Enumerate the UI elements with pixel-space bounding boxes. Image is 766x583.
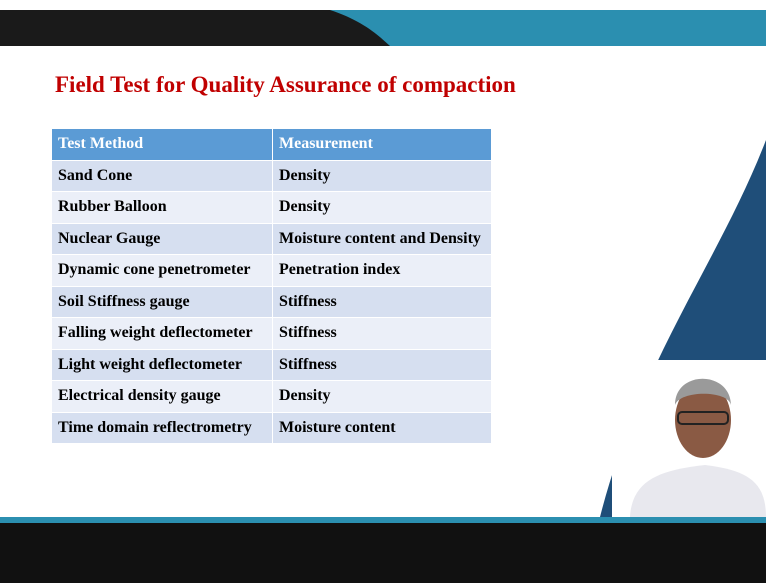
table-row: Falling weight deflectometer Stiffness xyxy=(51,317,492,350)
table-cell: Density xyxy=(272,159,492,192)
table-cell: Stiffness xyxy=(272,348,492,381)
table-row: Nuclear Gauge Moisture content and Densit… xyxy=(51,222,492,255)
table-row: Light weight deflectometer Stiffness xyxy=(51,348,492,381)
table-head: Test Method Measurement xyxy=(51,128,492,161)
table-row: Time domain reflectrometry Moisture conte… xyxy=(51,411,492,444)
table-cell: Electrical density gauge xyxy=(51,380,273,413)
table-cell: Moisture content and Density xyxy=(272,222,492,255)
table-cell: Sand Cone xyxy=(51,159,273,192)
table-row: Electrical density gauge Density xyxy=(51,380,492,413)
table-cell: Penetration index xyxy=(272,254,492,287)
table-cell: Stiffness xyxy=(272,317,492,350)
table-cell: Time domain reflectrometry xyxy=(51,411,273,444)
table-cell: Rubber Balloon xyxy=(51,191,273,224)
test-table: Test Method Measurement Sand Cone Density R… xyxy=(51,128,492,444)
table-cell: Dynamic cone penetrometer xyxy=(51,254,273,287)
table-body: Sand Cone Density Rubber Balloon Density Nuc… xyxy=(51,159,492,444)
table-cell: Density xyxy=(272,191,492,224)
table-cell: Soil Stiffness gauge xyxy=(51,285,273,318)
table-cell: Moisture content xyxy=(272,411,492,444)
bottom-line xyxy=(0,517,766,523)
presenter-hair xyxy=(675,378,731,405)
table-cell: Falling weight deflectometer xyxy=(51,317,273,350)
table-row: Sand Cone Density xyxy=(51,159,492,192)
table-cell: Density xyxy=(272,380,492,413)
table-cell: Light weight deflectometer xyxy=(51,348,273,381)
table-row: Dynamic cone penetrometer Penetration ind… xyxy=(51,254,492,287)
table-cell: Stiffness xyxy=(272,285,492,318)
table-cell: Nuclear Gauge xyxy=(51,222,273,255)
bottom-bar xyxy=(0,523,766,583)
table-row: Soil Stiffness gauge Stiffness xyxy=(51,285,492,318)
presenter-glasses xyxy=(677,411,729,425)
header-cell: Test Method xyxy=(51,128,273,161)
slide-title: Field Test for Quality Assurance of comp… xyxy=(55,72,516,97)
header-cell: Measurement xyxy=(272,128,492,161)
table-row: Rubber Balloon Density xyxy=(51,191,492,224)
top-bar-accent xyxy=(330,10,766,46)
presenter-face xyxy=(675,382,731,458)
header-row: Test Method Measurement xyxy=(51,128,492,161)
presenter-shirt xyxy=(630,465,766,517)
